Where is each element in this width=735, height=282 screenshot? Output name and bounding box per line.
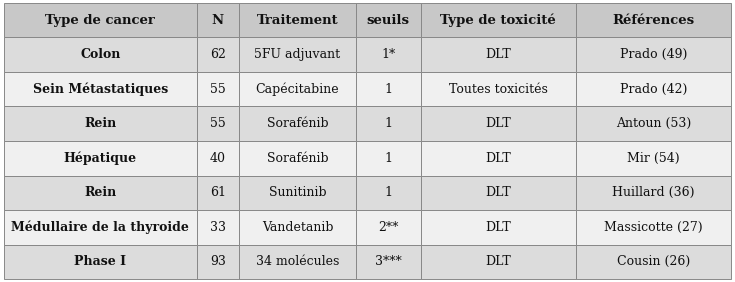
Bar (239, 141, 356, 175)
Text: 2**: 2** (378, 221, 398, 234)
Bar (197, 175, 239, 210)
Text: 1: 1 (384, 152, 392, 165)
Bar (4, 3, 197, 38)
Bar (576, 72, 731, 106)
Bar (576, 210, 731, 244)
Bar (420, 72, 576, 106)
Text: Huillard (36): Huillard (36) (612, 186, 695, 199)
Text: 40: 40 (209, 152, 226, 165)
Text: 5FU adjuvant: 5FU adjuvant (254, 48, 340, 61)
Text: Phase I: Phase I (74, 255, 126, 268)
Bar (576, 3, 731, 38)
Text: 1: 1 (384, 186, 392, 199)
Text: Type de toxicité: Type de toxicité (440, 13, 556, 27)
Bar (197, 38, 239, 72)
Text: 62: 62 (210, 48, 226, 61)
Text: Médullaire de la thyroide: Médullaire de la thyroide (11, 221, 189, 234)
Bar (420, 210, 576, 244)
Bar (356, 141, 420, 175)
Bar (420, 3, 576, 38)
Bar (356, 244, 420, 279)
Text: DLT: DLT (485, 186, 511, 199)
Text: 93: 93 (210, 255, 226, 268)
Bar (197, 244, 239, 279)
Bar (239, 38, 356, 72)
Bar (356, 175, 420, 210)
Bar (420, 38, 576, 72)
Text: Toutes toxicités: Toutes toxicités (449, 83, 548, 96)
Text: Rein: Rein (85, 117, 116, 130)
Bar (239, 3, 356, 38)
Bar (4, 38, 197, 72)
Text: Cousin (26): Cousin (26) (617, 255, 690, 268)
Text: 1: 1 (384, 83, 392, 96)
Text: Capécitabine: Capécitabine (256, 82, 339, 96)
Text: Prado (49): Prado (49) (620, 48, 687, 61)
Text: 3***: 3*** (375, 255, 402, 268)
Text: 33: 33 (209, 221, 226, 234)
Bar (239, 175, 356, 210)
Bar (4, 72, 197, 106)
Bar (420, 141, 576, 175)
Text: Traitement: Traitement (257, 14, 338, 27)
Bar (239, 106, 356, 141)
Text: Antoun (53): Antoun (53) (616, 117, 691, 130)
Text: 1*: 1* (381, 48, 395, 61)
Text: Rein: Rein (85, 186, 116, 199)
Text: DLT: DLT (485, 152, 511, 165)
Bar (420, 175, 576, 210)
Bar (4, 210, 197, 244)
Bar (420, 106, 576, 141)
Bar (239, 210, 356, 244)
Bar (197, 106, 239, 141)
Text: Sunitinib: Sunitinib (268, 186, 326, 199)
Text: 55: 55 (210, 83, 226, 96)
Bar (4, 244, 197, 279)
Bar (576, 38, 731, 72)
Bar (576, 106, 731, 141)
Text: DLT: DLT (485, 117, 511, 130)
Bar (197, 210, 239, 244)
Bar (4, 175, 197, 210)
Bar (197, 72, 239, 106)
Bar (576, 175, 731, 210)
Text: Type de cancer: Type de cancer (46, 14, 155, 27)
Text: Sein Métastatiques: Sein Métastatiques (32, 82, 168, 96)
Text: Colon: Colon (80, 48, 121, 61)
Text: N: N (212, 14, 224, 27)
Bar (239, 244, 356, 279)
Text: Massicotte (27): Massicotte (27) (604, 221, 703, 234)
Bar (576, 244, 731, 279)
Bar (239, 72, 356, 106)
Text: 1: 1 (384, 117, 392, 130)
Bar (197, 141, 239, 175)
Bar (4, 141, 197, 175)
Text: Références: Références (612, 14, 695, 27)
Text: DLT: DLT (485, 255, 511, 268)
Text: Sorafénib: Sorafénib (267, 152, 329, 165)
Bar (420, 244, 576, 279)
Text: Hépatique: Hépatique (64, 151, 137, 165)
Text: Prado (42): Prado (42) (620, 83, 687, 96)
Text: Mir (54): Mir (54) (627, 152, 680, 165)
Bar (197, 3, 239, 38)
Text: DLT: DLT (485, 48, 511, 61)
Text: 34 molécules: 34 molécules (256, 255, 339, 268)
Bar (4, 106, 197, 141)
Text: 55: 55 (210, 117, 226, 130)
Text: Sorafénib: Sorafénib (267, 117, 329, 130)
Text: DLT: DLT (485, 221, 511, 234)
Bar (356, 72, 420, 106)
Text: 61: 61 (209, 186, 226, 199)
Bar (576, 141, 731, 175)
Bar (356, 106, 420, 141)
Bar (356, 38, 420, 72)
Text: Vandetanib: Vandetanib (262, 221, 333, 234)
Bar (356, 3, 420, 38)
Text: seuils: seuils (367, 14, 410, 27)
Bar (356, 210, 420, 244)
